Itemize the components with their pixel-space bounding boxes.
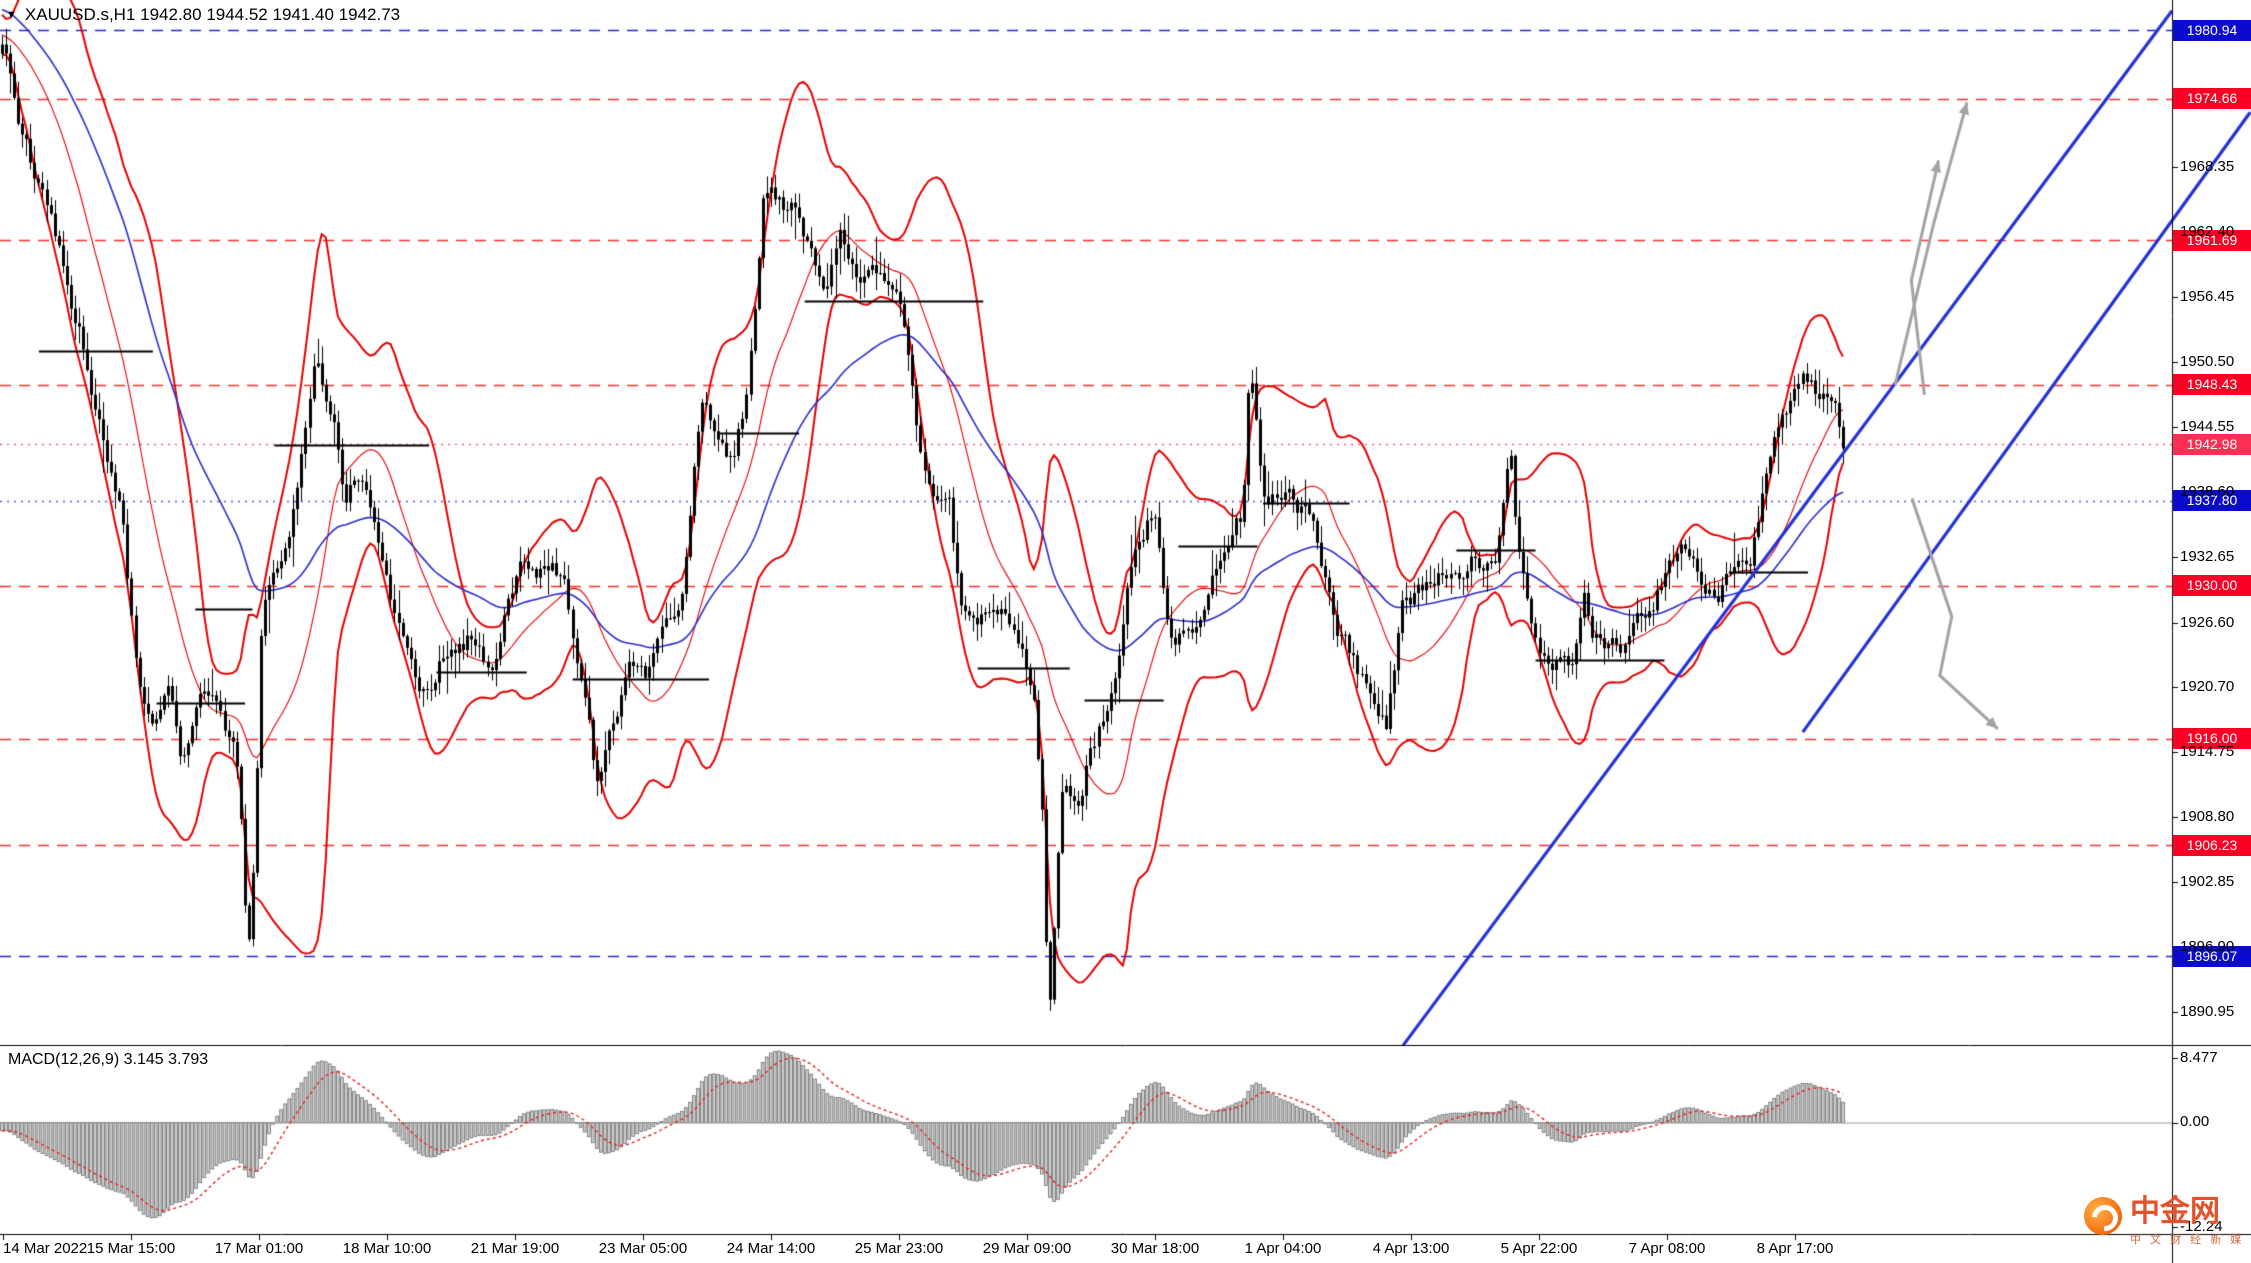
symbol-ohlc-header: ▼ XAUUSD.s,H1 1942.80 1944.52 1941.40 19…	[6, 5, 400, 25]
macd-scale-min: -12.24	[2180, 1218, 2223, 1235]
watermark-title: 中金网	[2130, 1195, 2220, 1228]
watermark-text: 中金网 中 文 财 经 新 媒 体	[2130, 1197, 2251, 1247]
macd-name: MACD(12,26,9)	[8, 1051, 120, 1068]
macd-scale-max: 8.477	[2180, 1049, 2218, 1066]
symbol-dropdown-icon[interactable]: ▼	[6, 8, 17, 21]
watermark: 中金网 中 文 财 经 新 媒 体	[2084, 1197, 2251, 1247]
macd-values: 3.145 3.793	[123, 1051, 209, 1068]
symbol-ohlc-text: XAUUSD.s,H1 1942.80 1944.52 1941.40 1942…	[24, 5, 401, 24]
macd-scale-zero: 0.00	[2180, 1113, 2210, 1130]
macd-indicator-label: MACD(12,26,9) 3.145 3.793	[8, 1051, 208, 1069]
watermark-subtitle: 中 文 财 经 新 媒 体	[2130, 1234, 2251, 1246]
zhongjin-logo-icon	[2084, 1197, 2122, 1235]
